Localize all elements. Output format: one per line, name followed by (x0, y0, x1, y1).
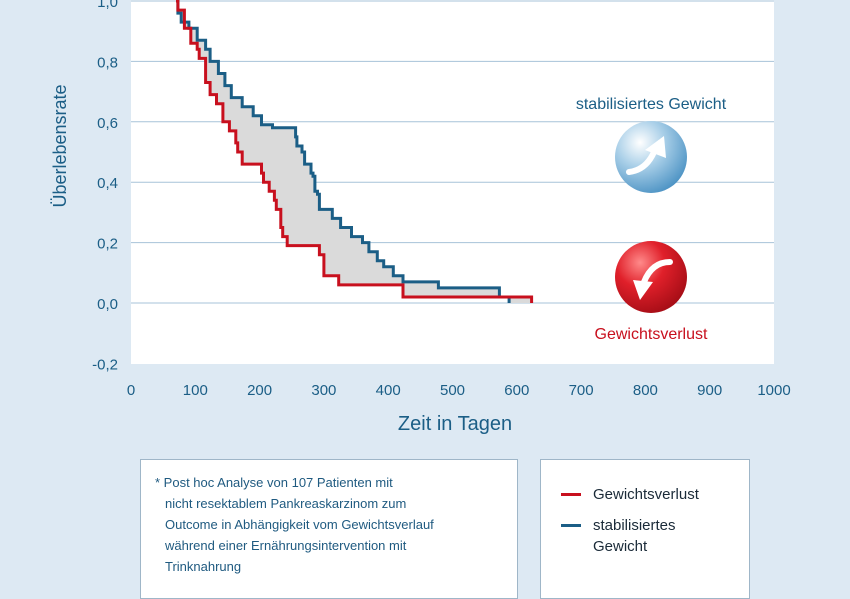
x-tick-label: 1000 (757, 382, 790, 399)
legend-item-stable-weight: stabilisiertes Gewicht (561, 515, 676, 557)
arrow-down-circle-icon (615, 241, 687, 313)
legend-label: Gewichtsverlust (593, 486, 699, 503)
x-tick-label: 900 (697, 382, 722, 399)
y-tick-label: -0,2 (92, 356, 118, 373)
legend-label-line: Gewicht (593, 538, 648, 555)
footnote-box: * Post hoc Analyse von 107 Patienten mit… (140, 459, 518, 599)
survival-chart: -0,2 0,0 0,2 0,4 0,6 0,8 1,0 0 100 200 300 400 500 6… (50, 0, 791, 435)
series-line-stabilisiertes-gewicht (176, 0, 511, 303)
y-tick-labels: -0,2 0,0 0,2 0,4 0,6 0,8 1,0 (92, 0, 118, 373)
x-axis-label: Zeit in Tagen (398, 413, 512, 435)
x-tick-label: 200 (247, 382, 272, 399)
weight-loss-label: Gewichtsverlust (595, 326, 708, 343)
x-tick-label: 800 (633, 382, 658, 399)
arrow-up-circle-icon (615, 121, 687, 193)
y-tick-label: 0,0 (97, 296, 118, 313)
y-axis-label: Überlebensrate (50, 84, 70, 207)
x-tick-label: 300 (311, 382, 336, 399)
x-tick-label: 700 (569, 382, 594, 399)
y-tick-label: 1,0 (97, 0, 118, 11)
y-tick-label: 0,2 (97, 236, 118, 253)
footnote-line: nicht resektablem Pankreaskarzinom zum (165, 496, 407, 511)
legend-label: stabilisiertes Gewicht (593, 515, 676, 557)
legend-label-line: stabilisiertes (593, 517, 676, 534)
footnote-line: * Post hoc Analyse von 107 Patienten mit (155, 475, 393, 490)
y-tick-label: 0,8 (97, 54, 118, 71)
y-tick-label: 0,4 (97, 175, 118, 192)
series-line-gewichtsverlust (176, 0, 534, 303)
x-tick-label: 100 (183, 382, 208, 399)
legend: Gewichtsverlust stabilisiertes Gewicht (540, 459, 750, 599)
shaded-region (176, 1, 532, 303)
x-tick-labels: 0 100 200 300 400 500 600 700 800 900 1000 (127, 382, 791, 399)
footnote-line: Trinknahrung (165, 559, 242, 574)
stable-weight-label: stabilisiertes Gewicht (576, 96, 727, 113)
footnote-line: während einer Ernährungsintervention mit (165, 538, 407, 553)
x-tick-label: 600 (504, 382, 529, 399)
x-tick-label: 0 (127, 382, 135, 399)
series-lines (176, 0, 534, 303)
footnote-line: Outcome in Abhängigkeit vom Gewichtsverl… (165, 517, 434, 532)
shaded-area (176, 1, 532, 303)
x-tick-label: 400 (376, 382, 401, 399)
legend-swatch-blue (561, 524, 581, 527)
legend-swatch-red (561, 493, 581, 496)
x-tick-label: 500 (440, 382, 465, 399)
legend-item-weight-loss: Gewichtsverlust (561, 484, 699, 505)
y-tick-label: 0,6 (97, 115, 118, 132)
